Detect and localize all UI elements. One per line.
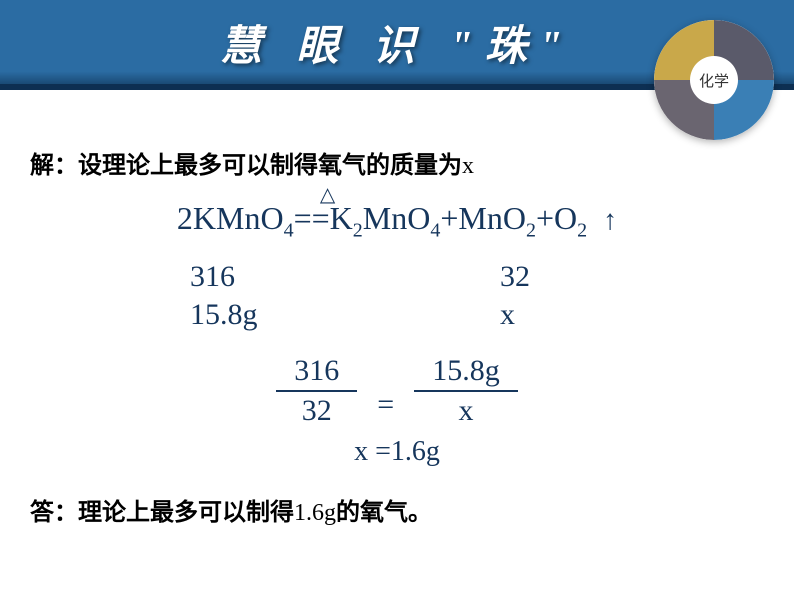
answer-value: 1.6g xyxy=(294,500,336,526)
proportion-row: 316 32 = 15.8g x xyxy=(30,354,764,428)
slide-title: 慧 眼 识 "珠" xyxy=(220,12,574,73)
frac2-numerator: 15.8g xyxy=(414,354,518,392)
given-mass-left: 15.8g xyxy=(190,298,500,332)
molar-mass-left: 316 xyxy=(190,260,500,294)
frac2-denominator: x xyxy=(458,392,473,428)
molar-mass-row: 31632 xyxy=(190,260,764,294)
answer-prefix: 答： xyxy=(30,499,78,526)
answer-text-before: 理论上最多可以制得 xyxy=(78,499,294,526)
solution-prefix: 解： xyxy=(30,152,78,179)
given-values-row: 15.8gx xyxy=(190,298,764,332)
corner-badge: 化学 xyxy=(654,20,774,140)
answer-text-after: 的氧气。 xyxy=(336,499,432,526)
fraction-left: 316 32 xyxy=(276,354,357,428)
solution-variable: x xyxy=(462,153,474,179)
heat-condition-symbol: △ xyxy=(320,182,335,207)
frac1-denominator: 32 xyxy=(302,392,332,428)
equation-wrap: △ 2KMnO4==K2MnO4+MnO2+O2 ↑ xyxy=(177,200,617,242)
fraction-right: 15.8g x xyxy=(414,354,518,428)
badge-center-label: 化学 xyxy=(690,56,738,104)
frac1-numerator: 316 xyxy=(276,354,357,392)
result-line: x =1.6g xyxy=(30,436,764,468)
solution-setup-line: 解：设理论上最多可以制得氧气的质量为x xyxy=(30,145,764,180)
solution-setup-text: 设理论上最多可以制得氧气的质量为 xyxy=(78,152,462,179)
molar-mass-right: 32 xyxy=(500,260,530,293)
given-unknown-right: x xyxy=(500,298,515,331)
answer-line: 答：理论上最多可以制得1.6g的氧气。 xyxy=(30,492,764,527)
chemical-equation: △ 2KMnO4==K2MnO4+MnO2+O2 ↑ xyxy=(30,200,764,242)
slide-content: 解：设理论上最多可以制得氧气的质量为x △ 2KMnO4==K2MnO4+MnO… xyxy=(0,90,794,527)
gas-arrow-icon: ↑ xyxy=(603,205,617,237)
equals-sign: = xyxy=(377,388,394,428)
